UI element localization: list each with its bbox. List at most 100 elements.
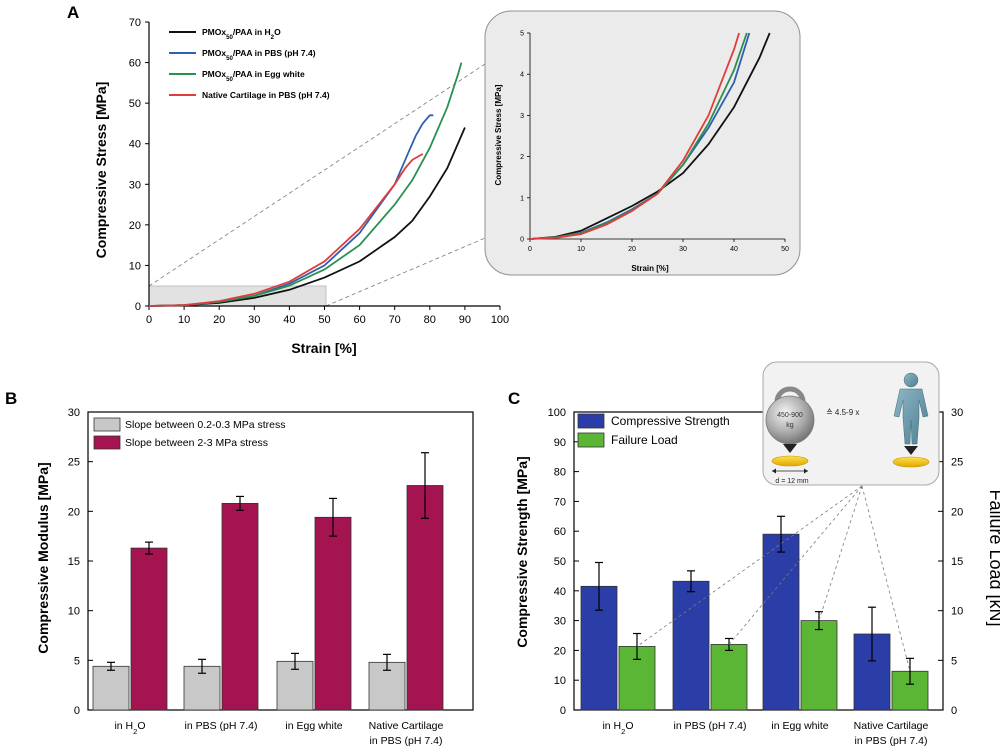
x-tick-label: 50 (318, 314, 330, 326)
y-tick-label: 5 (74, 655, 80, 667)
panel-c-category-labels: in H2O in PBS (pH 7.4) in Egg white Native … (602, 720, 928, 747)
inset-y-tick-label: 0 (520, 237, 524, 244)
y-tick-label: 50 (129, 98, 141, 110)
y-tick-label: 30 (554, 616, 566, 628)
y-tick-label: 70 (129, 17, 141, 29)
y-tick-label: 0 (560, 705, 566, 717)
label-part: O (137, 720, 145, 732)
illustration-box (762, 361, 940, 486)
panel-c-bars (580, 515, 929, 711)
y-tick-label: 100 (548, 407, 566, 419)
panel-b: 0 5 10 15 20 25 30 Slope between 0.2-0.3 MPa s… (35, 407, 474, 747)
y-tick-label: 30 (68, 407, 80, 419)
inset-x-axis-title: Strain [%] (631, 264, 669, 273)
panel-a-axes: 0 10 20 30 40 50 60 70 80 90 100 0 10 20 30 40 50 60 70 (129, 17, 509, 326)
label-part: 50 (226, 34, 233, 41)
label-part: in Egg white (285, 720, 342, 732)
inset-y-tick-label: 5 (520, 31, 524, 38)
label-part: in H (114, 720, 133, 732)
y-tick-label-right: 25 (951, 457, 963, 469)
x-tick-label: 20 (213, 314, 225, 326)
category-label-line2: in PBS (pH 7.4) (370, 735, 443, 747)
inset-y-axis-title: Compressive Stress [MPa] (494, 84, 503, 185)
y-tick-label: 0 (74, 705, 80, 717)
illustration-connector-lines (636, 485, 911, 672)
category-label: in Egg white (285, 720, 342, 732)
y-tick-label: 15 (68, 556, 80, 568)
legend-label: PMOx50/PAA in Egg white (202, 69, 305, 83)
inset-y-tick-label: 1 (520, 195, 524, 202)
bar (314, 516, 352, 711)
label-part: Native Cartilage (854, 720, 929, 732)
y-tick-label: 90 (554, 437, 566, 449)
y-tick-label: 50 (554, 556, 566, 568)
y-tick-label: 20 (554, 645, 566, 657)
label-part: in PBS (pH 7.4) (185, 720, 258, 732)
label-part: 2 (271, 34, 275, 41)
label-part: PMOx (202, 48, 226, 58)
x-tick-label: 100 (491, 314, 509, 326)
label-part: 50 (226, 55, 233, 62)
inset-x-tick-label: 0 (528, 246, 532, 253)
y-tick-label-right: 5 (951, 655, 957, 667)
weight-label-mass: 450-900 (777, 412, 803, 419)
bar (406, 485, 444, 711)
label-part: /PAA in PBS (pH 7.4) (233, 48, 316, 58)
y-tick-label-right: 0 (951, 705, 957, 717)
inset-y-tick-label: 4 (520, 72, 524, 79)
label-part: O (625, 720, 633, 732)
x-tick-label: 90 (459, 314, 471, 326)
panel-letter-a: A (67, 3, 79, 22)
panel-b-y-axis-title: Compressive Modulus [MPa] (35, 462, 51, 653)
legend-label: Failure Load (611, 433, 678, 447)
x-tick-label: 40 (283, 314, 295, 326)
label-part: in Egg white (771, 720, 828, 732)
category-label: in H2O (602, 720, 633, 736)
panel-b-category-labels: in H2O in PBS (pH 7.4) in Egg white Native … (114, 720, 443, 747)
y-tick-label: 40 (554, 586, 566, 598)
panel-c-right-axis-title: Failure Load [kN] (986, 489, 1000, 626)
y-tick-label: 40 (129, 139, 141, 151)
cartilage-disk-icon (771, 455, 809, 467)
label-part: in H (602, 720, 621, 732)
inset-x-tick-label: 30 (679, 246, 687, 253)
category-label: in H2O (114, 720, 145, 736)
panel-a-series (148, 62, 466, 307)
panel-a-y-axis-title: Compressive Stress [MPa] (93, 82, 109, 259)
y-tick-label: 80 (554, 467, 566, 479)
label-part: 2 (621, 727, 625, 736)
legend-label: Slope between 2-3 MPa stress (125, 437, 268, 449)
y-tick-label: 60 (129, 58, 141, 70)
illustration-connector (728, 485, 863, 645)
diameter-label: d = 12 mm (775, 478, 808, 485)
label-part: PMOx (202, 69, 226, 79)
inset-x-tick-label: 40 (730, 246, 738, 253)
y-tick-label-right: 10 (951, 606, 963, 618)
label-part: Native Cartilage (369, 720, 444, 732)
y-tick-label-right: 20 (951, 506, 963, 518)
legend-label: Compressive Strength (611, 414, 730, 428)
category-label: Native Cartilage (854, 720, 929, 732)
inset-x-tick-label: 50 (781, 246, 789, 253)
equivalence-label: ≙ 4.5-9 x (826, 408, 859, 417)
zoom-connector-lines (148, 63, 486, 307)
legend-swatch (93, 435, 121, 450)
panel-letter-b: B (5, 389, 17, 408)
y-tick-label: 10 (68, 606, 80, 618)
y-tick-label: 20 (68, 506, 80, 518)
bar (672, 580, 710, 711)
inset-series-line (529, 32, 740, 240)
inset-y-tick-label: 3 (520, 113, 524, 120)
series-line (148, 153, 424, 307)
panel-a-x-axis-title: Strain [%] (291, 340, 356, 356)
category-label: Native Cartilage (369, 720, 444, 732)
panel-c-axes: 0 10 20 30 40 50 60 70 80 90 100 0 5 10 15 20 25 30 (548, 407, 964, 717)
label-part: Native Cartilage in PBS (pH 7.4) (202, 90, 330, 100)
inset-axes: 0 10 20 30 40 50 0 1 2 3 4 5 (520, 31, 789, 254)
person-icon (893, 372, 929, 445)
label-part: /PAA in H (233, 27, 271, 37)
legend-label: Native Cartilage in PBS (pH 7.4) (202, 90, 330, 100)
label-part: PMOx (202, 27, 226, 37)
series-line (148, 127, 466, 307)
